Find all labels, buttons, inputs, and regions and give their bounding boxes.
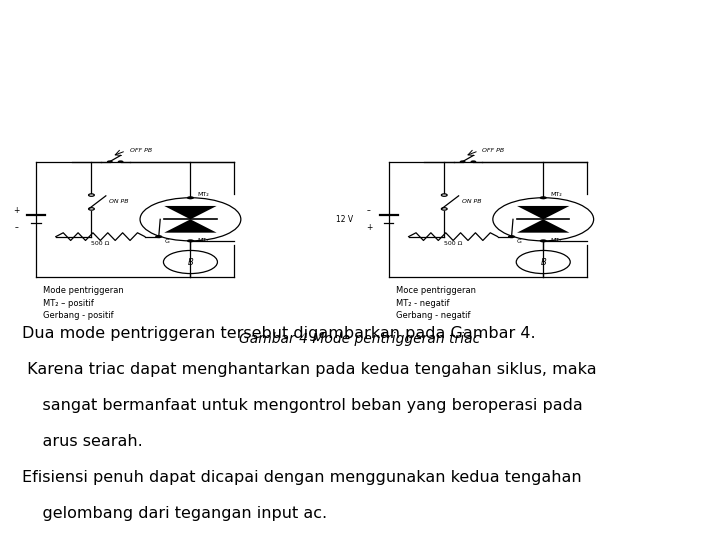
Text: MT₂: MT₂	[197, 192, 210, 197]
Circle shape	[118, 160, 124, 163]
Text: ON PB: ON PB	[109, 199, 129, 205]
Circle shape	[508, 235, 516, 238]
Polygon shape	[517, 206, 570, 219]
Circle shape	[460, 160, 466, 163]
Text: Gerbang - negatif: Gerbang - negatif	[396, 311, 470, 320]
Text: –: –	[367, 206, 371, 215]
Text: OFF PB: OFF PB	[482, 148, 505, 153]
Circle shape	[471, 160, 477, 163]
Text: Gambar 4 Mode pentriggeran triac: Gambar 4 Mode pentriggeran triac	[239, 333, 481, 347]
Text: OFF PB: OFF PB	[130, 148, 152, 153]
Text: MT₂ - negatif: MT₂ - negatif	[396, 299, 449, 308]
Text: B: B	[188, 258, 193, 267]
Polygon shape	[164, 206, 217, 219]
Text: +: +	[366, 223, 372, 232]
Circle shape	[187, 239, 194, 242]
Text: MT₁: MT₁	[197, 238, 210, 244]
Text: Mode pentriggeran: Mode pentriggeran	[43, 286, 124, 295]
Text: +: +	[13, 206, 19, 215]
Text: –: –	[14, 223, 18, 232]
Polygon shape	[164, 219, 217, 233]
Circle shape	[540, 196, 547, 199]
Text: MT₂ – positif: MT₂ – positif	[43, 299, 94, 308]
Text: Dua mode pentriggeran tersebut digambarkan pada Gambar 4.: Dua mode pentriggeran tersebut digambark…	[22, 326, 535, 341]
Text: MT₁: MT₁	[551, 238, 562, 244]
Circle shape	[156, 235, 163, 238]
Text: G: G	[164, 239, 169, 244]
Text: B: B	[541, 258, 546, 267]
Text: Gerbang - positif: Gerbang - positif	[43, 311, 114, 320]
Text: Efisiensi penuh dapat dicapai dengan menggunakan kedua tengahan: Efisiensi penuh dapat dicapai dengan men…	[22, 470, 581, 485]
Text: Moce pentriggeran: Moce pentriggeran	[396, 286, 476, 295]
Text: arus searah.: arus searah.	[22, 434, 143, 449]
Text: Karena triac dapat menghantarkan pada kedua tengahan siklus, maka: Karena triac dapat menghantarkan pada ke…	[22, 362, 596, 377]
Text: G: G	[517, 239, 522, 244]
Text: ON PB: ON PB	[462, 199, 482, 205]
Text: gelombang dari tegangan input ac.: gelombang dari tegangan input ac.	[22, 507, 327, 521]
Polygon shape	[517, 219, 570, 233]
Text: sangat bermanfaat untuk mengontrol beban yang beroperasi pada: sangat bermanfaat untuk mengontrol beban…	[22, 399, 582, 413]
Circle shape	[187, 196, 194, 199]
Circle shape	[107, 160, 113, 163]
Text: MT₂: MT₂	[551, 192, 562, 197]
Text: 500 Ω: 500 Ω	[91, 241, 109, 246]
Text: 500 Ω: 500 Ω	[444, 241, 462, 246]
Text: 12 V: 12 V	[336, 215, 353, 224]
Circle shape	[540, 239, 547, 242]
